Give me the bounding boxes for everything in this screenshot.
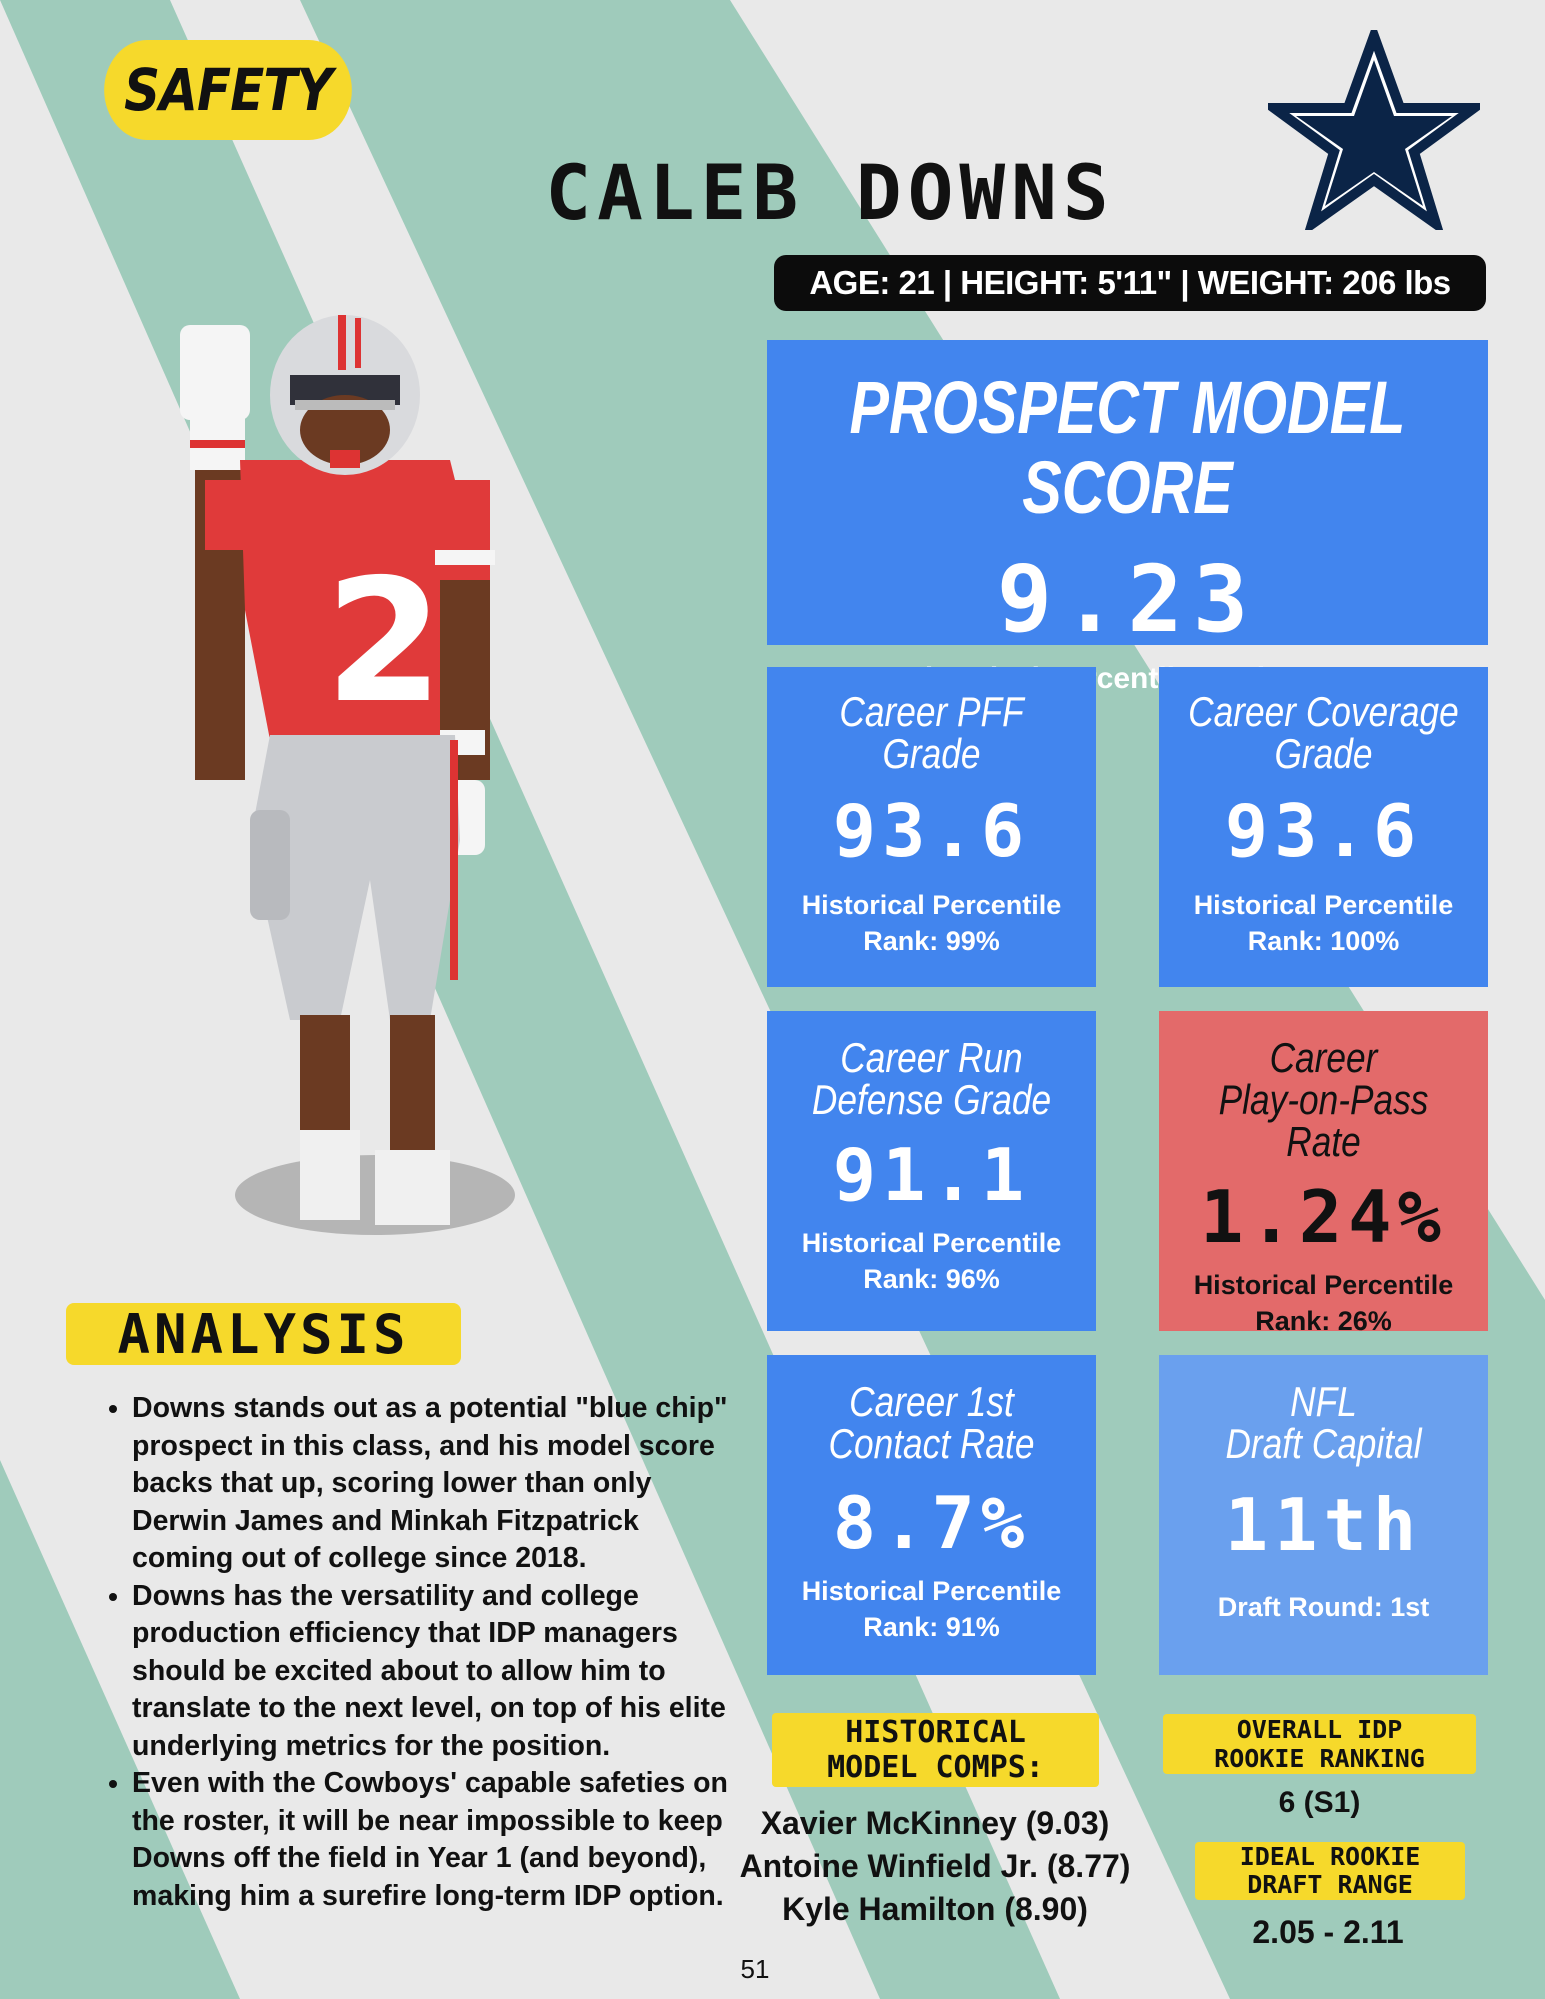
ranking-heading: OVERALL IDP ROOKIE RANKING bbox=[1163, 1714, 1476, 1774]
stat-title: Grade bbox=[1274, 730, 1373, 777]
prospect-score-card: PROSPECT MODEL SCORE 9.23 Historical Per… bbox=[767, 340, 1488, 695]
star-icon bbox=[1268, 30, 1480, 230]
comp-item: Xavier McKinney (9.03) bbox=[760, 1805, 1110, 1841]
stat-sub: Historical Percentile bbox=[1193, 1270, 1454, 1300]
stat-title: Career bbox=[1269, 1034, 1378, 1081]
stat-title: Career Run bbox=[840, 1034, 1023, 1081]
ranking-value: 6 (S1) bbox=[1278, 1786, 1361, 1819]
stat-value: 91.1 bbox=[832, 1133, 1031, 1217]
stat-title: Career Coverage bbox=[1188, 688, 1459, 735]
stat-value: 93.6 bbox=[1224, 789, 1423, 873]
stat-sub: Rank: 96% bbox=[863, 1264, 1000, 1294]
draft-range-heading-line: IDEAL ROOKIE bbox=[1239, 1842, 1421, 1871]
stat-title: Play-on-Pass Rate bbox=[1218, 1076, 1429, 1165]
stat-sub: Historical Percentile bbox=[801, 1228, 1062, 1258]
comp-item: Antoine Winfield Jr. (8.77) bbox=[739, 1848, 1131, 1884]
stat-sub: Draft Round: 1st bbox=[1217, 1592, 1430, 1622]
stat-value: 1.24% bbox=[1200, 1175, 1447, 1259]
position-badge: SAFETY bbox=[104, 40, 352, 140]
stat-value: 11th bbox=[1224, 1483, 1423, 1567]
stat-value: 8.7% bbox=[832, 1481, 1031, 1565]
stat-card-pff-grade: Career PFF Grade 93.6 Historical Percent… bbox=[767, 667, 1096, 987]
stat-card-contact-rate: Career 1st Contact Rate 8.7% Historical … bbox=[767, 1355, 1096, 1675]
stat-sub: Rank: 100% bbox=[1247, 926, 1400, 956]
comp-item: Kyle Hamilton (8.90) bbox=[782, 1891, 1088, 1927]
stat-title: Career PFF bbox=[839, 688, 1024, 735]
ranking-heading-line: OVERALL IDP bbox=[1236, 1715, 1403, 1744]
stat-title: NFL bbox=[1290, 1378, 1357, 1425]
draft-range-heading: IDEAL ROOKIE DRAFT RANGE bbox=[1195, 1842, 1465, 1900]
stat-value: 93.6 bbox=[832, 789, 1031, 873]
comps-heading-line: MODEL COMPS: bbox=[827, 1750, 1044, 1785]
stat-sub: Rank: 91% bbox=[863, 1612, 1000, 1642]
svg-text:2: 2 bbox=[325, 543, 443, 741]
analysis-bullet: Even with the Cowboys' capable safeties … bbox=[132, 1765, 740, 1915]
stat-title: Contact Rate bbox=[828, 1420, 1035, 1467]
stat-card-coverage-grade: Career Coverage Grade 93.6 Historical Pe… bbox=[1159, 667, 1488, 987]
comps-heading-line: HISTORICAL bbox=[845, 1715, 1026, 1750]
stat-sub: Historical Percentile bbox=[801, 890, 1062, 920]
stat-title: Draft Capital bbox=[1225, 1420, 1422, 1467]
comps-heading: HISTORICAL MODEL COMPS: bbox=[772, 1713, 1099, 1787]
stat-card-play-on-pass: Career Play-on-Pass Rate 1.24% Historica… bbox=[1159, 1011, 1488, 1336]
stat-sub: Historical Percentile bbox=[801, 1576, 1062, 1606]
bio-line: AGE: 21 | HEIGHT: 5'11" | WEIGHT: 206 lb… bbox=[774, 255, 1486, 311]
draft-range-heading-line: DRAFT RANGE bbox=[1247, 1870, 1413, 1899]
stat-title: Defense Grade bbox=[811, 1076, 1052, 1123]
stat-sub: Rank: 99% bbox=[863, 926, 1000, 956]
stat-sub: Historical Percentile bbox=[1193, 890, 1454, 920]
prospect-score-value: 9.23 bbox=[996, 546, 1259, 653]
analysis-bullet: Downs has the versatility and college pr… bbox=[132, 1578, 740, 1766]
analysis-heading: ANALYSIS bbox=[66, 1303, 461, 1366]
stat-card-draft-capital: NFL Draft Capital 11th Draft Round: 1st bbox=[1159, 1355, 1488, 1675]
stat-sub: Rank: 26% bbox=[1255, 1306, 1392, 1336]
ranking-heading-line: ROOKIE RANKING bbox=[1214, 1744, 1425, 1773]
player-illustration: 2 bbox=[180, 315, 515, 1235]
comps-list: Xavier McKinney (9.03) Antoine Winfield … bbox=[715, 1802, 1155, 1931]
analysis-text: Downs stands out as a potential "blue ch… bbox=[100, 1390, 740, 1915]
draft-range-value: 2.05 - 2.11 bbox=[1252, 1914, 1404, 1950]
page-number: 51 bbox=[740, 1954, 770, 1984]
prospect-score-title: PROSPECT MODEL SCORE bbox=[849, 366, 1406, 529]
player-name: CALEB DOWNS bbox=[545, 148, 1115, 237]
analysis-bullet: Downs stands out as a potential "blue ch… bbox=[132, 1390, 740, 1578]
stat-title: Career 1st bbox=[849, 1378, 1014, 1425]
stat-card-run-defense: Career Run Defense Grade 91.1 Historical… bbox=[767, 1011, 1096, 1331]
stat-title: Grade bbox=[882, 730, 981, 777]
